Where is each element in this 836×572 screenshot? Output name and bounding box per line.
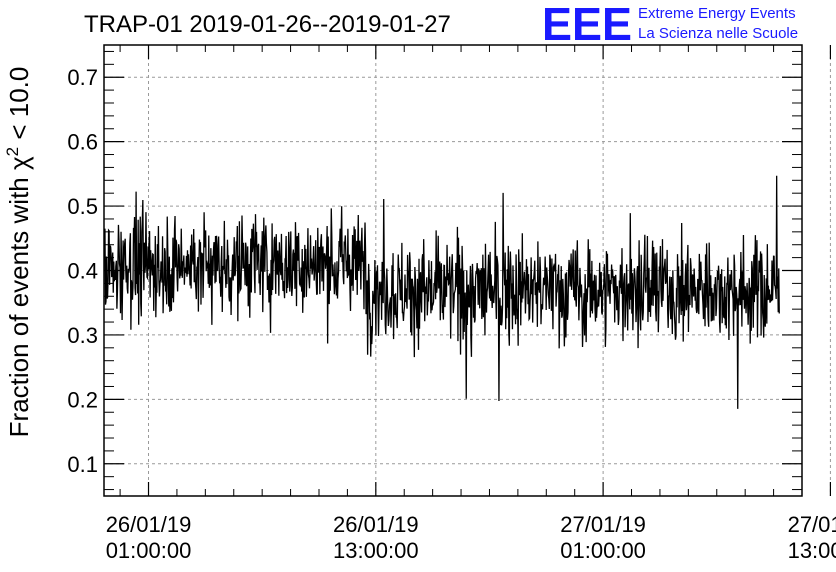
y-tick-label: 0.1 bbox=[67, 452, 98, 477]
x-tick-label-date: 27/01/19 bbox=[560, 512, 646, 537]
y-axis-label-prefix: Fraction of events with bbox=[4, 170, 34, 437]
y-tick-label: 0.5 bbox=[67, 194, 98, 219]
y-tick-label: 0.7 bbox=[67, 65, 98, 90]
y-axis-label-suffix: < 10.0 bbox=[4, 67, 34, 147]
data-series bbox=[104, 175, 780, 409]
y-axis-label-sup: 2 bbox=[3, 147, 22, 156]
project-name-line1: Extreme Energy Events bbox=[638, 5, 796, 22]
x-axis: 26/01/1901:00:0026/01/1913:00:0027/01/19… bbox=[106, 45, 836, 563]
x-tick-label-time: 13:00:00 bbox=[788, 538, 836, 563]
x-tick-label-date: 27/01/19 bbox=[788, 512, 836, 537]
y-axis: 0.1 0.2 0.3 0.4 0.5 0.6 0.7 bbox=[67, 50, 802, 491]
y-axis-label-symbol: χ bbox=[4, 156, 34, 170]
chart-title: TRAP-01 2019-01-26--2019-01-27 bbox=[84, 11, 451, 38]
y-axis-label: Fraction of events with χ2 < 10.0 bbox=[3, 67, 34, 438]
x-tick-label-date: 26/01/19 bbox=[106, 512, 192, 537]
x-tick-label-time: 01:00:00 bbox=[106, 538, 192, 563]
y-tick-label: 0.3 bbox=[67, 323, 98, 348]
y-tick-label: 0.6 bbox=[67, 130, 98, 155]
x-tick-label-time: 01:00:00 bbox=[560, 538, 646, 563]
x-tick-label-date: 26/01/19 bbox=[333, 512, 419, 537]
eee-logo: EEE bbox=[542, 0, 632, 50]
series-line bbox=[104, 175, 780, 409]
project-name-line2: La Scienza nelle Scuole bbox=[638, 25, 798, 42]
y-tick-label: 0.4 bbox=[67, 259, 98, 284]
y-tick-label: 0.2 bbox=[67, 387, 98, 412]
x-tick-label-time: 13:00:00 bbox=[333, 538, 419, 563]
